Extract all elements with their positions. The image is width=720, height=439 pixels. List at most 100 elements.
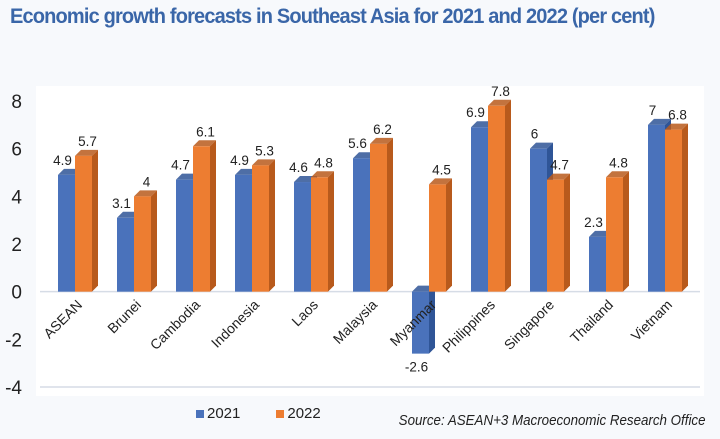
bar-front [311, 177, 328, 292]
y-tick-label: 0 [11, 283, 22, 304]
data-label-2022-laos: 4.8 [314, 155, 333, 170]
bar-side [446, 178, 452, 292]
bar-side [387, 137, 393, 292]
y-tick-label: 2 [11, 235, 22, 256]
bar-front [75, 155, 92, 292]
bar-top [530, 142, 553, 149]
legend-swatch-2022 [276, 409, 285, 418]
data-label-2021-indonesia: 4.9 [230, 153, 249, 168]
bar-side [682, 123, 688, 292]
data-label-2021-thailand: 2.3 [584, 215, 603, 230]
bar-side [623, 171, 629, 292]
legend-swatch-2021 [196, 409, 204, 418]
bar-side [151, 190, 157, 292]
bar-side [92, 149, 98, 292]
bar-top [665, 123, 688, 130]
bar-2022-cambodia [193, 140, 216, 292]
category-label-brunei: Brunei [104, 296, 144, 336]
bar-top [547, 173, 570, 180]
data-label-2021-philippines: 6.9 [466, 105, 485, 120]
bar-side [564, 173, 570, 292]
chart-title: Economic growth forecasts in Southeast A… [10, 4, 655, 28]
bar-top [488, 99, 511, 106]
bar-side [269, 159, 275, 292]
bar-front [294, 182, 311, 292]
category-label-thailand: Thailand [567, 296, 616, 345]
bar-top [252, 159, 275, 166]
bar-2022-malaysia [370, 137, 393, 292]
y-tick-label: 4 [11, 187, 22, 208]
data-label-2022-malaysia: 6.2 [373, 122, 392, 137]
bar-front [530, 148, 547, 292]
bar-front [547, 179, 564, 292]
data-label-2022-brunei: 4 [143, 174, 151, 189]
bar-front [488, 105, 505, 292]
bar-top [370, 137, 393, 144]
category-label-philippines: Philippines [439, 296, 498, 355]
data-label-2021-myanmar: -2.6 [405, 360, 428, 375]
bar-2022-laos [311, 171, 334, 292]
data-label-2022-asean: 5.7 [78, 134, 97, 149]
y-tick-label: 6 [11, 140, 22, 161]
data-label-2022-indonesia: 5.3 [255, 143, 274, 158]
data-label-2021-laos: 4.6 [289, 160, 308, 175]
data-label-2021-asean: 4.9 [53, 153, 72, 168]
bar-front [589, 236, 606, 292]
bar-top [193, 140, 216, 147]
source-note: Source: ASEAN+3 Macroeconomic Research O… [399, 413, 706, 429]
data-label-2022-thailand: 4.8 [609, 155, 628, 170]
bar-front [606, 177, 623, 292]
data-label-2021-cambodia: 4.7 [171, 158, 190, 173]
bar-side [429, 285, 435, 354]
bar-2022-brunei [134, 190, 157, 292]
y-tick-label: -4 [5, 378, 22, 399]
y-tick-label: -2 [5, 330, 22, 351]
bar-front [412, 291, 429, 354]
data-label-2022-vietnam: 6.8 [668, 108, 687, 123]
legend-label-2021: 2021 [207, 405, 241, 422]
bar-top [311, 171, 334, 178]
bar-front [193, 146, 210, 292]
data-label-2022-philippines: 7.8 [491, 84, 510, 99]
bar-front [252, 165, 269, 292]
bar-top [134, 190, 157, 197]
bar-side [505, 99, 511, 292]
category-label-malaysia: Malaysia [330, 296, 381, 347]
data-label-2021-vietnam: 7 [649, 103, 657, 118]
category-label-vietnam: Vietnam [628, 296, 675, 343]
data-label-2022-singapore: 4.7 [550, 158, 569, 173]
category-label-asean: ASEAN [40, 296, 85, 341]
bar-front [471, 127, 488, 292]
category-label-cambodia: Cambodia [147, 296, 204, 353]
bar-front [58, 174, 75, 292]
bar-top [606, 171, 629, 178]
data-label-2021-brunei: 3.1 [112, 196, 131, 211]
bar-top [75, 149, 98, 156]
legend-label-2022: 2022 [287, 405, 321, 422]
data-label-2022-myanmar: 4.5 [432, 162, 451, 177]
bar-front [648, 124, 665, 292]
bar-2022-myanmar [429, 178, 452, 292]
bar-2022-asean [75, 149, 98, 292]
data-label-2022-cambodia: 6.1 [196, 124, 215, 139]
bar-top [429, 178, 452, 185]
bar-front [117, 217, 134, 292]
category-label-singapore: Singapore [501, 296, 558, 353]
bar-2022-thailand [606, 171, 629, 292]
bar-2022-philippines [488, 99, 511, 292]
bar-front [665, 129, 682, 292]
bar-front [353, 158, 370, 292]
bar-2022-vietnam [665, 123, 688, 292]
category-label-laos: Laos [288, 296, 321, 329]
bar-front [235, 174, 252, 292]
bar-front [176, 179, 193, 292]
bar-front [134, 196, 151, 292]
legend-item-2021: 2021 [196, 405, 240, 422]
bar-side [328, 171, 334, 292]
bar-top [648, 118, 671, 125]
bar-side [210, 140, 216, 292]
data-label-2021-singapore: 6 [531, 127, 539, 142]
bar-front [370, 143, 387, 292]
legend-item-2022: 2022 [276, 405, 321, 422]
